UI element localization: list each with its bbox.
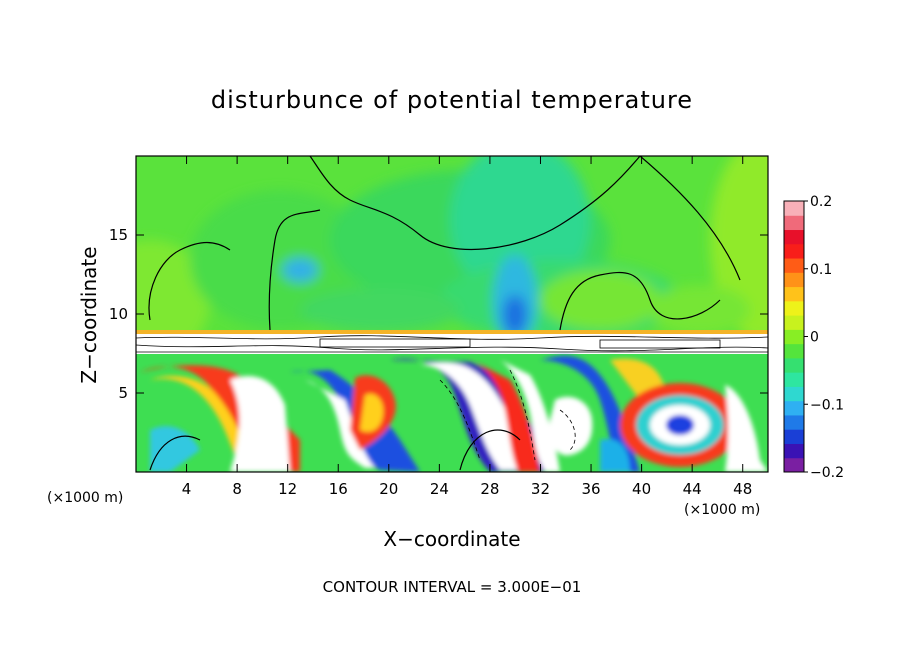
x-tick-label: 12: [278, 480, 297, 498]
colorbar-tick-label: 0: [810, 330, 819, 346]
y-tick-label: 10: [109, 305, 128, 323]
colorbar-swatch: [784, 400, 804, 416]
colorbar-swatch: [784, 243, 804, 259]
colorbar-tick-label: −0.2: [810, 465, 844, 481]
colorbar-swatch: [784, 457, 804, 473]
colorbar-swatch: [784, 329, 804, 345]
y-axis-label: Z−coordinate: [77, 246, 101, 384]
colorbar-swatch: [784, 272, 804, 288]
colorbar-swatch: [784, 372, 804, 387]
colorbar-swatch: [784, 443, 804, 459]
x-tick-label: 16: [329, 480, 348, 498]
colorbar-swatch: [784, 414, 804, 430]
colorbar-tick-label: 0.1: [810, 262, 832, 278]
y-tick-label: 5: [118, 384, 128, 402]
x-tick-label: 20: [379, 480, 398, 498]
x-tick-label: 4: [182, 480, 192, 498]
x-unit-right-label: (×1000 m): [684, 502, 761, 518]
x-tick-label: 28: [480, 480, 499, 498]
colorbar-swatch: [784, 286, 804, 302]
x-tick-label: 24: [430, 480, 449, 498]
x-tick-label: 32: [531, 480, 550, 498]
colorbar-swatch: [784, 357, 804, 373]
x-tick-label: 48: [733, 480, 752, 498]
colorbar-swatch: [784, 343, 804, 359]
x-tick-label: 8: [232, 480, 242, 498]
colorbar-swatch: [784, 429, 804, 444]
x-tick-label: 40: [632, 480, 651, 498]
chart-title: disturbunce of potential temperature: [210, 86, 694, 114]
colorbar-swatch: [784, 258, 804, 273]
colorbar-swatch: [784, 229, 804, 245]
heatmap-field: [136, 156, 768, 472]
colorbar-swatch: [784, 300, 804, 316]
x-unit-left-label: (×1000 m): [47, 490, 124, 506]
colorbar-tick-label: 0.2: [810, 194, 832, 210]
colorbar-swatch: [784, 201, 804, 216]
y-tick-label: 15: [109, 226, 128, 244]
colorbar-swatch: [784, 315, 804, 330]
colorbar-tick-label: −0.1: [810, 397, 844, 413]
contour-interval-note: CONTOUR INTERVAL = 3.000E−01: [322, 578, 582, 596]
colorbar: 0.2 0.1 0 −0.1 −0.2: [783, 194, 844, 481]
colorbar-swatch: [784, 215, 804, 231]
colorbar-swatch: [784, 386, 804, 402]
x-tick-label: 44: [683, 480, 702, 498]
x-tick-label: 36: [581, 480, 600, 498]
x-axis-label: X−coordinate: [383, 527, 521, 551]
